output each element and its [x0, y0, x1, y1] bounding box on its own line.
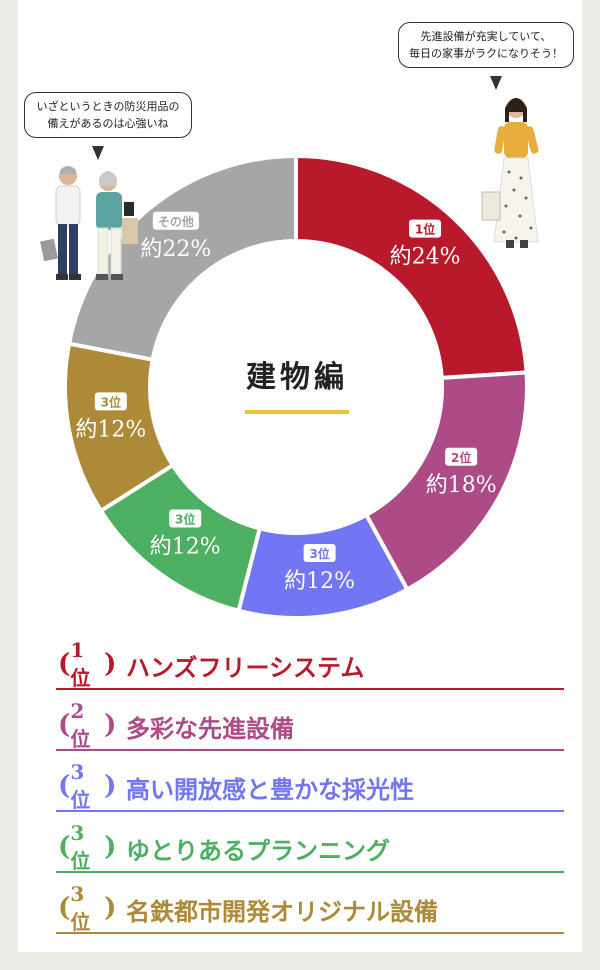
bubble-left-line-1: いざというときの防災用品の	[36, 100, 180, 113]
rank-badge-text: 3位	[70, 759, 91, 812]
rank-underline	[56, 932, 564, 934]
slice-rank-pill-1	[409, 219, 442, 238]
rank-badge-4: ( 3位 (	[58, 821, 116, 873]
speech-bubble-left-tail	[92, 146, 104, 160]
chart-title: 建物編	[246, 360, 348, 395]
laurel-wreath-icon: (	[103, 832, 116, 862]
slice-rank-label-4: 3位	[175, 511, 195, 526]
slice-rank-label-2: 2位	[451, 450, 471, 465]
rank-label: 多彩な先進設備	[126, 714, 294, 743]
rank-underline	[56, 810, 564, 812]
rank-badge-text: 3位	[70, 881, 91, 934]
laurel-wreath-icon: (	[103, 771, 116, 801]
bubble-right-line-1: 先進設備が充実していて、	[420, 30, 552, 43]
bubble-right-line-2: 毎日の家事がラクになりそう！	[409, 47, 563, 60]
rank-underline	[56, 749, 564, 751]
ranking-row-3: ( 3位 ( 高い開放感と豊かな採光性	[56, 760, 566, 823]
slice-value-label-5: 約12%	[75, 417, 146, 442]
slice-value-label-2: 約18%	[426, 473, 497, 498]
rank-badge-3: ( 3位 (	[58, 760, 116, 812]
rank-underline	[56, 871, 564, 873]
rank-label: ゆとりあるプランニング	[126, 836, 390, 865]
laurel-wreath-icon: (	[103, 893, 116, 923]
slice-rank-label-3: 3位	[309, 546, 329, 561]
rank-badge-text: 2位	[70, 698, 91, 751]
slice-rank-pill-3	[303, 544, 336, 563]
laurel-wreath-icon: (	[58, 832, 71, 862]
ranking-row-4: ( 3位 ( ゆとりあるプランニング	[56, 821, 566, 884]
slice-rank-label-1: 1位	[415, 222, 435, 237]
rank-badge-text: 3位	[70, 820, 91, 873]
rank-underline	[56, 688, 564, 690]
speech-bubble-right-tail	[490, 76, 502, 90]
rank-label: 高い開放感と豊かな採光性	[126, 775, 414, 804]
bubble-left-line-2: 備えがあるのは心強いね	[47, 117, 169, 130]
slice-value-label-4: 約12%	[150, 534, 221, 559]
ranking-row-2: ( 2位 ( 多彩な先進設備	[56, 699, 566, 762]
slice-rank-pill-2	[445, 447, 478, 466]
slice-rank-label-6: その他	[158, 214, 194, 229]
rank-label: ハンズフリーシステム	[126, 653, 365, 682]
rank-label: 名鉄都市開発オリジナル設備	[126, 897, 438, 926]
speech-bubble-left: いざというときの防災用品の 備えがあるのは心強いね	[24, 92, 192, 138]
slice-rank-label-5: 3位	[101, 394, 121, 409]
slice-value-label-1: 約24%	[390, 245, 461, 270]
rank-badge-2: ( 2位 (	[58, 699, 116, 751]
laurel-wreath-icon: (	[58, 893, 71, 923]
laurel-wreath-icon: (	[103, 649, 116, 679]
laurel-wreath-icon: (	[103, 710, 116, 740]
ranking-row-5: ( 3位 ( 名鉄都市開発オリジナル設備	[56, 882, 566, 945]
laurel-wreath-icon: (	[58, 771, 71, 801]
ranking-list: ( 1位 ( ハンズフリーシステム ( 2位 ( 多彩な先進設備 ( 3位 ( …	[56, 638, 566, 945]
slice-value-label-6: 約22%	[140, 237, 211, 262]
ranking-row-1: ( 1位 ( ハンズフリーシステム	[56, 638, 566, 701]
woman-shopping-illustration	[481, 98, 539, 248]
chart-title-underline	[245, 410, 349, 414]
slice-rank-pill-5	[94, 392, 127, 411]
rank-badge-5: ( 3位 (	[58, 882, 116, 934]
senior-couple-illustration	[40, 166, 138, 280]
slice-rank-pill-4	[169, 509, 202, 528]
speech-bubble-right: 先進設備が充実していて、 毎日の家事がラクになりそう！	[398, 22, 574, 68]
laurel-wreath-icon: (	[58, 649, 71, 679]
laurel-wreath-icon: (	[58, 710, 71, 740]
donut-slice-1	[294, 153, 529, 380]
slice-value-label-3: 約12%	[284, 569, 355, 594]
slice-rank-pill-6	[152, 211, 199, 230]
rank-badge-1: ( 1位 (	[58, 638, 116, 690]
rank-badge-text: 1位	[70, 637, 91, 690]
